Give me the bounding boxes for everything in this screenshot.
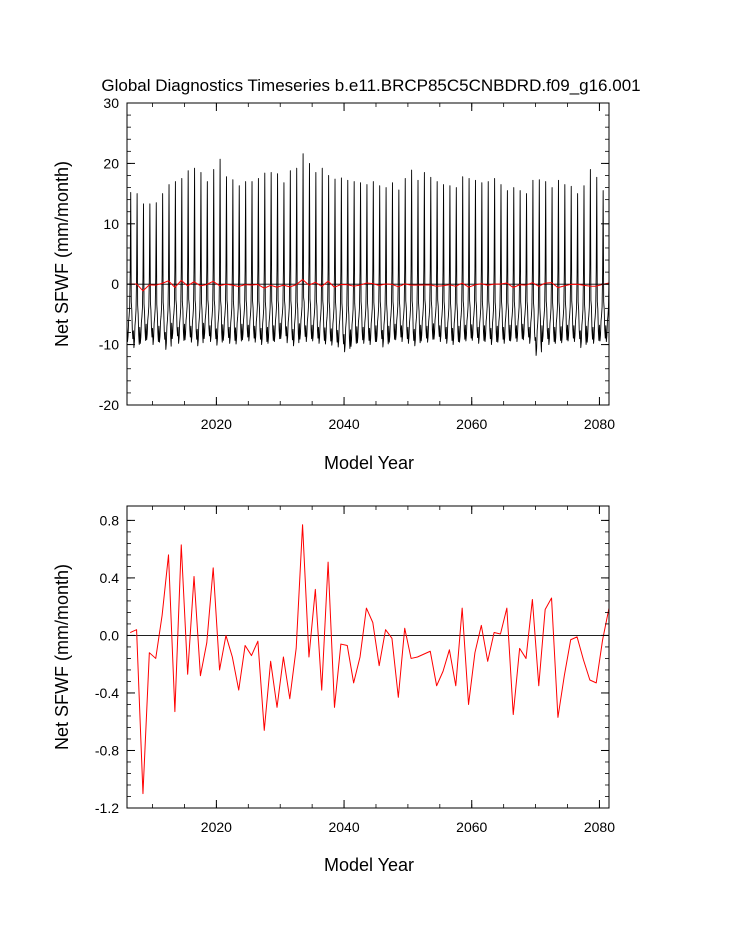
- series-layer: [129, 524, 609, 795]
- y-axis-label: Net SFWF (mm/month): [52, 564, 72, 750]
- x-tick-label: 2080: [584, 819, 615, 835]
- x-tick-label: 2060: [456, 416, 487, 432]
- x-tick-label: 2040: [328, 416, 359, 432]
- y-tick-label: 0: [111, 276, 119, 292]
- y-tick-label: 20: [103, 155, 119, 171]
- x-axis-label: Model Year: [324, 453, 414, 473]
- tick-marks: [127, 506, 609, 809]
- y-tick-label: -1.2: [95, 800, 119, 816]
- y-tick-label: 0.0: [100, 627, 120, 643]
- chart-title: Global Diagnostics Timeseries b.e11.BRCP…: [101, 76, 640, 95]
- y-tick-label: -0.4: [95, 685, 119, 701]
- bottom-panel: -1.2 -0.8 -0.4 0.0 0.4 0.8 2020 2040 2060 2080 M…: [52, 505, 615, 875]
- y-tick-labels: -20 -10 0 10 20 30: [99, 95, 119, 413]
- y-tick-label: 0.4: [100, 570, 120, 586]
- y-tick-label: 10: [103, 216, 119, 232]
- y-tick-label: 0.8: [100, 512, 120, 528]
- y-tick-label: -20: [99, 397, 119, 413]
- tick-marks: [127, 102, 609, 406]
- x-tick-label: 2060: [456, 819, 487, 835]
- series-layer: [127, 153, 609, 356]
- y-axis-label: Net SFWF (mm/month): [52, 161, 72, 347]
- x-tick-label: 2040: [328, 819, 359, 835]
- x-tick-label: 2020: [201, 819, 232, 835]
- plot-frame: [126, 505, 610, 809]
- plot-frame: [126, 102, 610, 406]
- x-axis-label: Model Year: [324, 855, 414, 875]
- y-tick-label: -0.8: [95, 742, 119, 758]
- x-tick-labels: 2020 2040 2060 2080: [201, 819, 615, 835]
- x-tick-labels: 2020 2040 2060 2080: [201, 416, 615, 432]
- series-line: [130, 279, 609, 292]
- x-tick-label: 2020: [201, 416, 232, 432]
- x-tick-label: 2080: [584, 416, 615, 432]
- y-tick-labels: -1.2 -0.8 -0.4 0.0 0.4 0.8: [95, 512, 119, 816]
- y-tick-label: 30: [103, 95, 119, 111]
- series-line: [127, 153, 609, 356]
- top-panel: Global Diagnostics Timeseries b.e11.BRCP…: [52, 76, 641, 473]
- y-tick-label: -10: [99, 337, 119, 353]
- series-line: [129, 524, 609, 795]
